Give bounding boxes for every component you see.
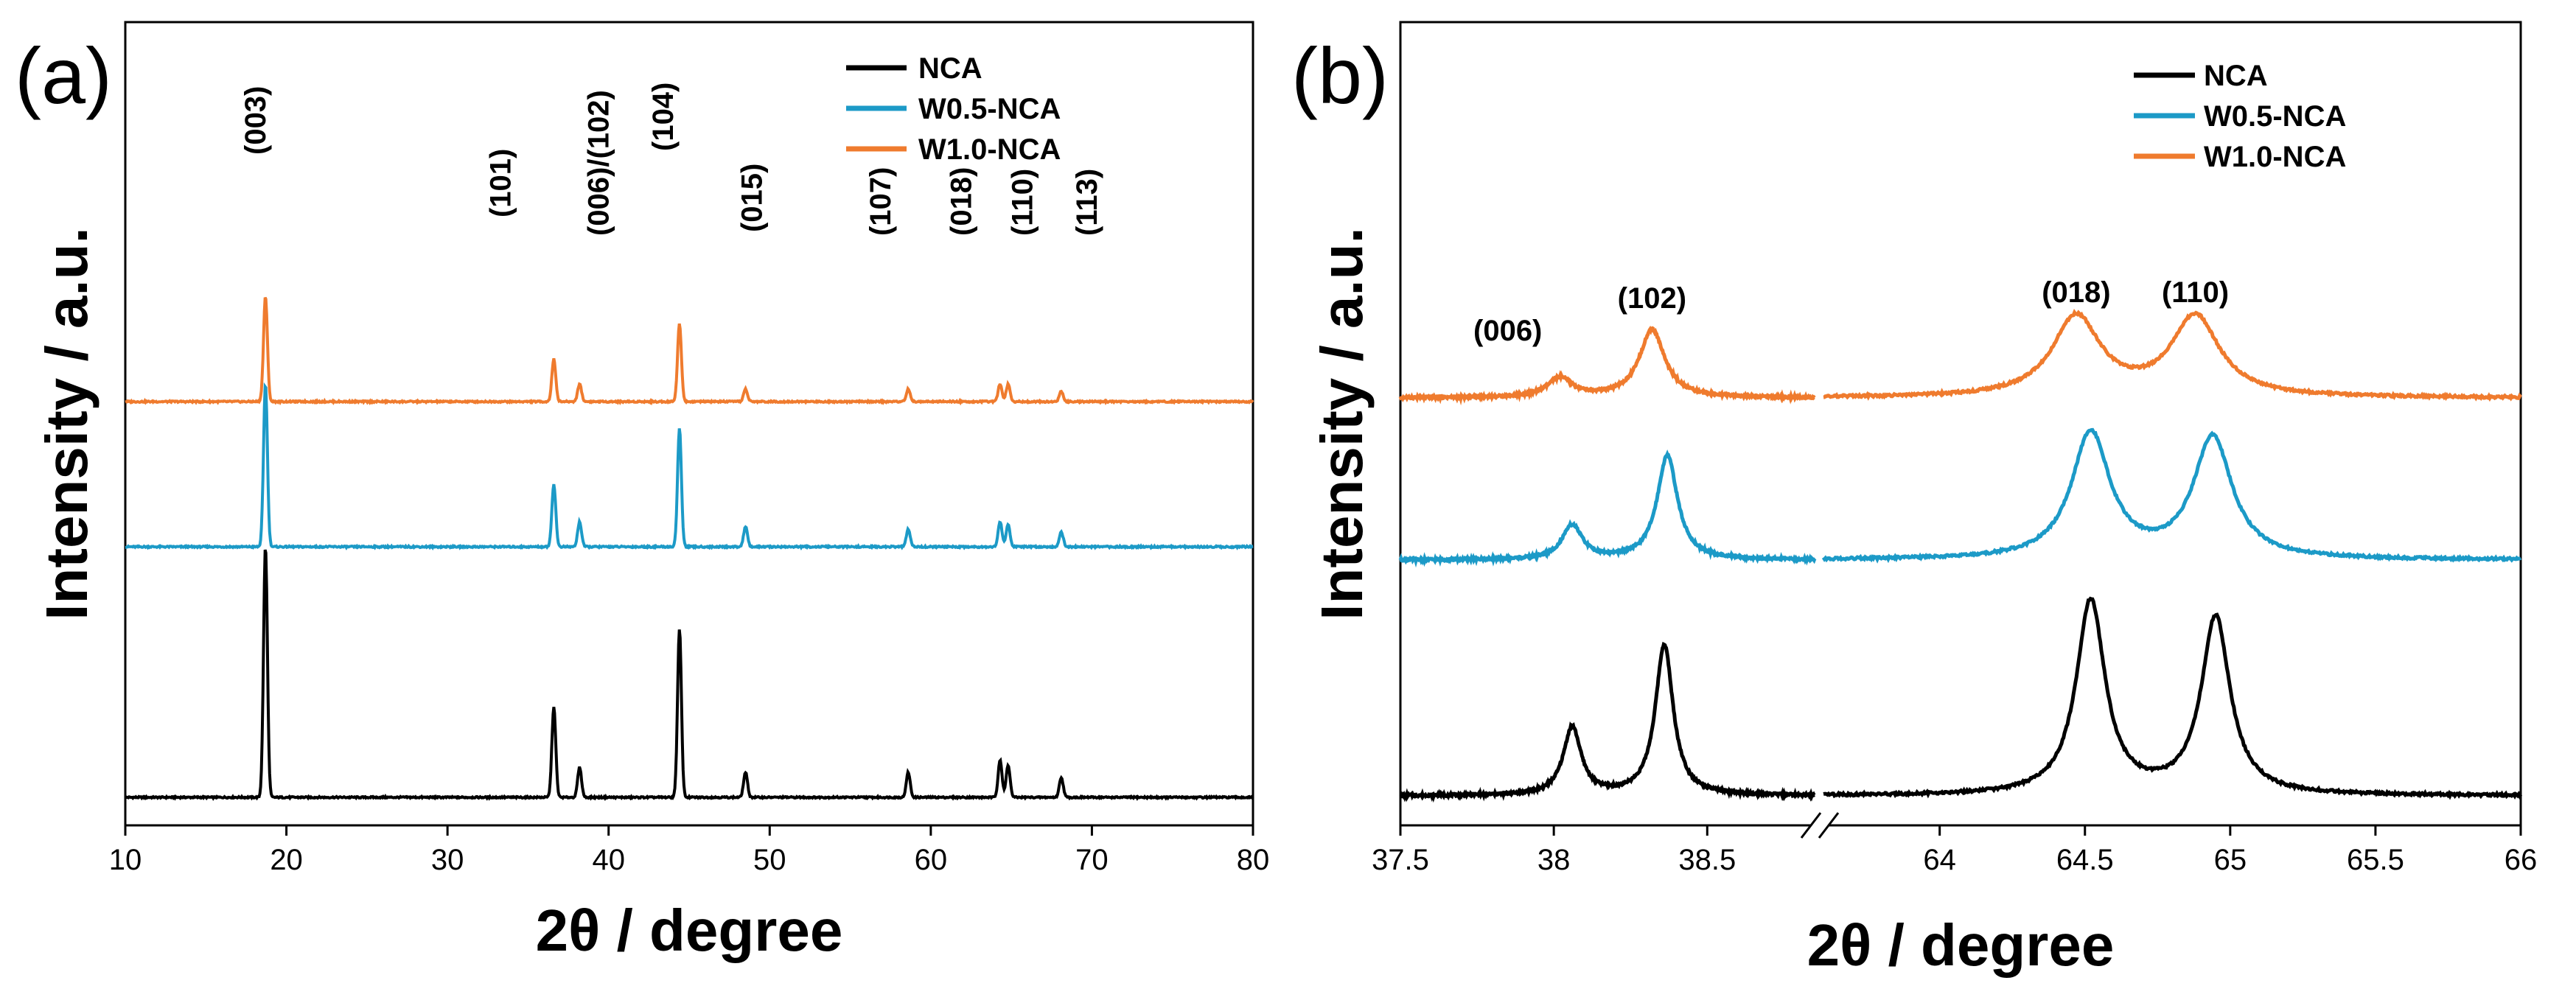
x-tick-label: 65.5 — [2347, 844, 2404, 876]
panel-a: (a) Intensity / a.u. 2θ / degree 10 20 30 4… — [15, 21, 1270, 963]
peak-label: (003) — [240, 86, 272, 155]
panel-b-legend: NCA W0.5-NCA W1.0-NCA — [2134, 60, 2346, 173]
legend-label: W1.0-NCA — [918, 133, 1061, 166]
legend-label: W0.5-NCA — [2204, 100, 2346, 133]
series-line-w10-nca-seg2 — [1823, 309, 2522, 402]
panel-a-xlabel: 2θ / degree — [536, 898, 843, 963]
axis-break-mark-left — [1800, 812, 1822, 839]
panel-a-frame — [124, 21, 1254, 827]
panel-b: (b) Intensity / a.u. 2θ / degree 37.5 38 3… — [1291, 21, 2537, 978]
series-line-w10-nca — [125, 296, 1254, 406]
peak-label: (107) — [865, 167, 897, 236]
panel-b-xlabel: 2θ / degree — [1807, 912, 2115, 978]
x-tick-label: 70 — [1075, 844, 1109, 876]
peak-label: (110) — [2162, 276, 2229, 309]
panel-a-annotations: (003) (101) (006)/(102) (104) (015) (107) (018… — [240, 83, 1103, 236]
peak-label: (006)/(102) — [583, 90, 615, 236]
series-line-nca-seg1 — [1399, 641, 1816, 803]
series-line-w05-nca-seg2 — [1821, 427, 2522, 564]
x-tick-label: 38 — [1537, 844, 1571, 876]
x-tick-label: 80 — [1237, 844, 1270, 876]
series-line-nca — [124, 549, 1254, 802]
panel-a-label: (a) — [15, 31, 112, 120]
x-tick-label: 64 — [1923, 844, 1956, 876]
x-tick-label: 37.5 — [1372, 844, 1429, 876]
x-tick-label: 65 — [2214, 844, 2247, 876]
legend-label: NCA — [2204, 60, 2268, 92]
legend-label: W0.5-NCA — [918, 93, 1061, 125]
legend-label: NCA — [918, 52, 982, 85]
peak-label: (015) — [736, 164, 768, 232]
x-tick-label: 20 — [270, 844, 303, 876]
peak-label: (102) — [1618, 282, 1686, 315]
axis-break-mark-right — [1818, 812, 1840, 839]
legend-label: W1.0-NCA — [2204, 141, 2346, 173]
panel-b-ylabel: Intensity / a.u. — [1309, 227, 1375, 620]
x-tick-label: 10 — [109, 844, 142, 876]
panel-b-x-ticks: 37.5 38 38.5 64 64.5 65 65.5 66 — [1372, 825, 2537, 876]
x-tick-label: 50 — [753, 844, 786, 876]
series-line-w05-nca — [125, 382, 1254, 551]
panel-b-series — [1398, 309, 2523, 803]
x-tick-label: 30 — [431, 844, 464, 876]
x-tick-label: 66 — [2505, 844, 2538, 876]
x-tick-label: 60 — [915, 844, 948, 876]
panel-b-label: (b) — [1291, 31, 1389, 120]
peak-label: (110) — [1007, 169, 1039, 236]
panel-b-annotations: (006) (102) (018) (110) — [1473, 276, 2229, 347]
series-line-w10-nca-seg1 — [1398, 325, 1816, 406]
peak-label: (006) — [1473, 315, 1542, 347]
peak-label: (018) — [946, 167, 978, 236]
panel-b-frame — [1399, 21, 2522, 827]
peak-label: (113) — [1071, 169, 1103, 236]
peak-label: (104) — [647, 83, 680, 151]
peak-label: (101) — [484, 149, 517, 217]
series-line-w05-nca-seg1 — [1398, 450, 1817, 568]
x-tick-label: 40 — [592, 844, 625, 876]
panel-b-axis-break — [1800, 811, 1840, 840]
x-tick-label: 64.5 — [2056, 844, 2114, 876]
series-line-nca-seg2 — [1823, 596, 2523, 800]
x-tick-label: 38.5 — [1678, 844, 1736, 876]
panel-a-legend: NCA W0.5-NCA W1.0-NCA — [846, 52, 1061, 166]
panel-a-series — [124, 296, 1254, 802]
panel-a-ylabel: Intensity / a.u. — [34, 227, 100, 620]
peak-label: (018) — [2042, 276, 2110, 309]
panel-a-x-ticks: 10 20 30 40 50 60 70 80 — [109, 825, 1270, 876]
